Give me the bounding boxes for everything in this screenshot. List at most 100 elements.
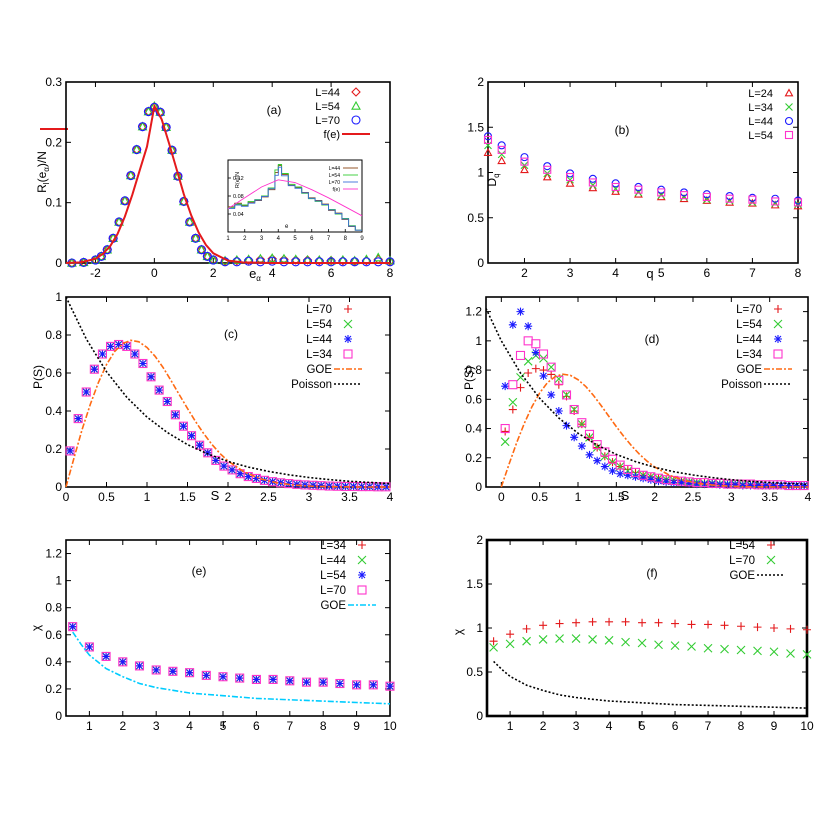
y-tick-label: 2 (477, 75, 484, 89)
y-tick-label: 1.2 (465, 305, 482, 319)
data-point (500, 423, 510, 434)
data-point (385, 256, 395, 266)
x-tick-label: 7 (286, 719, 293, 733)
series-poisson (485, 308, 809, 486)
data-point (531, 348, 540, 357)
legend-swatch (785, 103, 793, 111)
x-tick-label: 10 (383, 719, 397, 733)
y-axis-label: χ (29, 624, 43, 631)
legend-label: L=70 (729, 555, 755, 567)
data-point (657, 188, 666, 197)
data-point (516, 372, 525, 382)
data-point (268, 674, 278, 684)
legend-swatch (773, 319, 783, 329)
panel-label: (b) (615, 123, 630, 137)
data-point (569, 405, 579, 414)
x-tick-label: 6 (253, 719, 260, 733)
data-point (279, 257, 289, 267)
data-point (497, 156, 507, 165)
data-point (135, 661, 144, 670)
y-tick-label: 0.2 (45, 442, 62, 456)
data-point (335, 678, 345, 689)
data-point (195, 441, 204, 450)
x-tick-label: 5 (658, 266, 665, 280)
data-point (671, 619, 680, 628)
y-axis-label-part: α (42, 167, 51, 172)
data-point (497, 141, 506, 150)
data-point (291, 257, 301, 267)
data-point (285, 676, 295, 686)
data-point (220, 257, 230, 267)
y-tick-label: 1 (55, 290, 62, 304)
data-point (335, 679, 344, 688)
legend-label: L=44 (306, 334, 333, 346)
data-point (786, 624, 795, 633)
inset-y-tick-label: 0.04 (233, 212, 244, 218)
data-point (138, 358, 148, 369)
data-point (708, 480, 717, 489)
data-point (687, 642, 696, 651)
data-point (178, 421, 188, 431)
data-point (572, 618, 581, 627)
legend-label: L=54 (315, 101, 340, 113)
legend-swatch (351, 115, 361, 125)
y-axis-label-part: D (485, 178, 499, 187)
data-point (252, 675, 261, 684)
data-point (98, 350, 107, 358)
data-point (190, 233, 201, 243)
legend-swatch (774, 335, 782, 343)
series-l-54 (489, 617, 811, 646)
x-tick-label: 0 (63, 490, 70, 504)
data-point (524, 322, 533, 331)
series-curve (65, 103, 390, 264)
panel-c: 0 0.5 1 1.5 2 2.5 3 3.5 4 0 0.2 0.4 0.6 0.8 1 (c) S P(S) L… (31, 290, 394, 504)
data-point (554, 407, 563, 415)
inset-series-l-70 (228, 166, 362, 231)
y-axis-label: P(S) (462, 366, 476, 390)
data-point (208, 254, 219, 264)
data-point (577, 418, 587, 428)
data-point (202, 251, 213, 261)
data-point (703, 643, 713, 653)
x-axis-label: q (646, 266, 653, 281)
data-point (326, 257, 336, 267)
x-tick-label: 1.5 (179, 490, 196, 504)
data-point (170, 410, 180, 420)
y-axis-label-part: χ (451, 628, 465, 635)
data-point (373, 252, 384, 262)
y-tick-label: 0 (55, 480, 62, 494)
data-point (106, 342, 115, 351)
x-tick-label: 7 (749, 266, 756, 280)
panel-label: (f) (646, 566, 657, 580)
data-point (172, 170, 183, 180)
y-tick-label: 1 (476, 621, 483, 635)
data-point (82, 388, 91, 396)
series-l-44 (501, 307, 809, 490)
data-point (132, 145, 142, 155)
legend-swatch (351, 87, 361, 97)
series-curve (65, 339, 390, 488)
data-point (799, 480, 809, 491)
data-point (803, 625, 811, 634)
x-tick-label: 1.5 (608, 490, 625, 504)
data-point (319, 678, 328, 687)
data-point (497, 150, 506, 159)
panel-label: (a) (267, 103, 282, 117)
data-point (800, 481, 809, 490)
y-tick-label: 0.5 (467, 211, 484, 225)
inset-y-tick-label: 0.08 (233, 194, 244, 200)
data-point (196, 244, 207, 254)
data-point (585, 432, 594, 442)
legend-swatch (784, 130, 794, 140)
data-point (520, 153, 529, 162)
y-tick-label: 0.8 (45, 328, 62, 342)
series-l-54 (500, 351, 809, 490)
inset-plot: 1 2 3 4 5 6 7 8 9 0.04 0.08 0.12R(e)/N e L=44L=54L=70… (226, 159, 364, 242)
data-point (770, 624, 779, 632)
y-tick-label: 1.5 (466, 577, 483, 591)
x-tick-label: 1 (86, 719, 93, 733)
inset-x-tick-label: 1 (226, 236, 230, 242)
data-point (151, 665, 161, 675)
inset-y-axis-label: R(e)/N (235, 172, 241, 188)
